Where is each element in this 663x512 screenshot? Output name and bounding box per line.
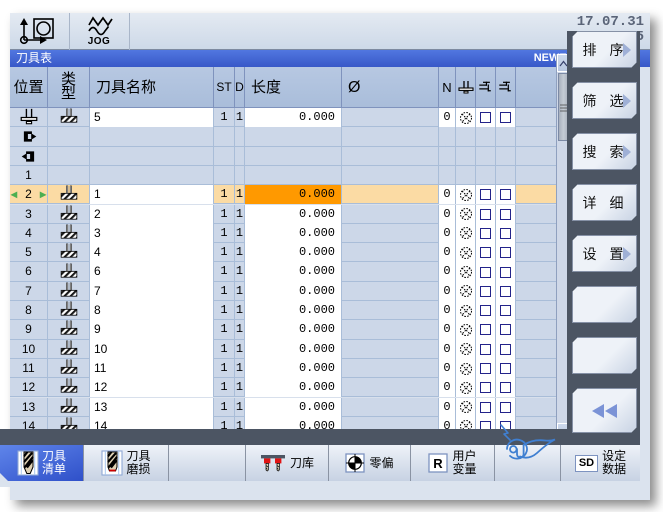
- svg-text:JOG: JOG: [88, 36, 111, 47]
- svg-text:R: R: [434, 456, 444, 471]
